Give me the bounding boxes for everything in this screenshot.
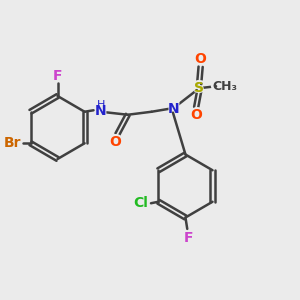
- Text: O: O: [190, 108, 202, 122]
- Text: F: F: [184, 232, 194, 245]
- Text: F: F: [183, 230, 194, 247]
- Text: N: N: [95, 104, 107, 118]
- Text: Br: Br: [2, 134, 23, 152]
- Text: Br: Br: [4, 136, 21, 150]
- Text: F: F: [53, 69, 62, 83]
- Text: O: O: [109, 135, 121, 149]
- Text: CH₃: CH₃: [210, 79, 240, 94]
- Text: F: F: [52, 67, 63, 85]
- Text: N: N: [168, 102, 180, 116]
- Text: O: O: [189, 106, 203, 124]
- Text: Cl: Cl: [133, 196, 148, 210]
- Text: H: H: [97, 100, 105, 110]
- Text: N: N: [94, 104, 107, 119]
- Text: S: S: [193, 79, 205, 97]
- Text: N: N: [167, 100, 181, 118]
- Text: O: O: [108, 133, 122, 151]
- Text: H: H: [96, 98, 106, 111]
- Text: O: O: [195, 52, 207, 66]
- Text: Cl: Cl: [132, 194, 149, 212]
- Text: O: O: [194, 50, 208, 68]
- Text: CH₃: CH₃: [212, 80, 238, 93]
- Text: S: S: [194, 81, 204, 95]
